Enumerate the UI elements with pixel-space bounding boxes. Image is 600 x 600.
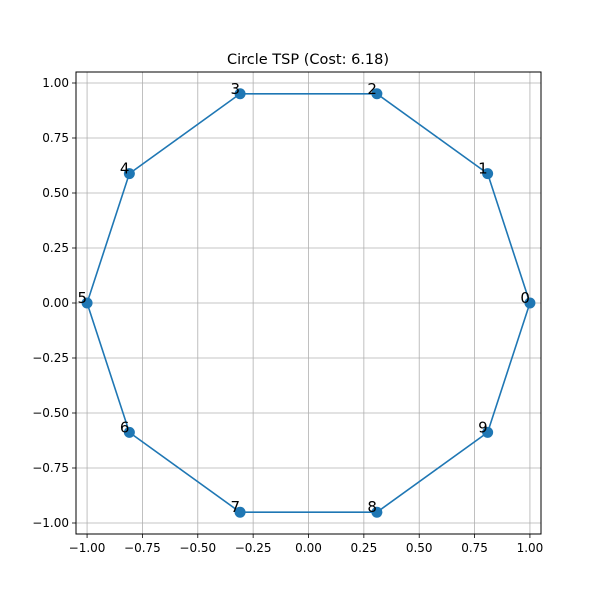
chart-title: Circle TSP (Cost: 6.18) [227, 52, 389, 68]
plot-frame [75, 71, 542, 535]
x-tick-label: 0.25 [350, 541, 377, 555]
city-label-8: 8 [367, 498, 377, 516]
city-labels: 0 1 2 3 4 5 6 7 8 9 [78, 80, 530, 516]
city-label-5: 5 [78, 289, 88, 307]
x-tick-label: 0.50 [406, 541, 433, 555]
x-tick-label: −0.50 [179, 541, 216, 555]
city-label-7: 7 [231, 498, 241, 516]
y-tick-label: −0.25 [32, 351, 69, 365]
y-tick-label: 0.75 [42, 131, 69, 145]
city-point-4 [123, 168, 135, 180]
city-points [81, 88, 536, 518]
x-tick-label: −0.75 [124, 541, 161, 555]
y-tick-label: 0.00 [42, 296, 69, 310]
city-point-7 [234, 506, 246, 518]
y-tick-label: −1.00 [32, 516, 69, 530]
city-label-1: 1 [478, 160, 488, 178]
city-point-6 [123, 426, 135, 438]
y-tick-label: −0.50 [32, 406, 69, 420]
y-tick-label: 1.00 [42, 76, 69, 90]
city-point-0 [524, 297, 536, 309]
city-point-3 [234, 88, 246, 100]
y-tick-label: 0.25 [42, 241, 69, 255]
city-label-6: 6 [120, 418, 130, 436]
x-tick-label: −0.25 [235, 541, 272, 555]
y-tick-label: 0.50 [42, 186, 69, 200]
city-point-2 [371, 88, 383, 100]
city-label-4: 4 [120, 160, 130, 178]
city-label-9: 9 [478, 418, 488, 436]
x-tick-label: 1.00 [517, 541, 544, 555]
city-label-2: 2 [367, 80, 377, 98]
x-tick-label: −1.00 [69, 541, 106, 555]
city-point-1 [482, 168, 494, 180]
grid [76, 72, 541, 534]
axis-ticks: −1.00 −0.75 −0.50 −0.25 0.00 0.25 0.50 0.75 1.00… [32, 76, 543, 555]
y-tick-label: −0.75 [32, 461, 69, 475]
city-point-5 [81, 297, 93, 309]
x-tick-label: 0.00 [295, 541, 322, 555]
x-tick-label: 0.75 [461, 541, 488, 555]
city-label-3: 3 [231, 80, 241, 98]
city-point-9 [482, 426, 494, 438]
city-point-8 [371, 506, 383, 518]
city-label-0: 0 [520, 289, 530, 307]
